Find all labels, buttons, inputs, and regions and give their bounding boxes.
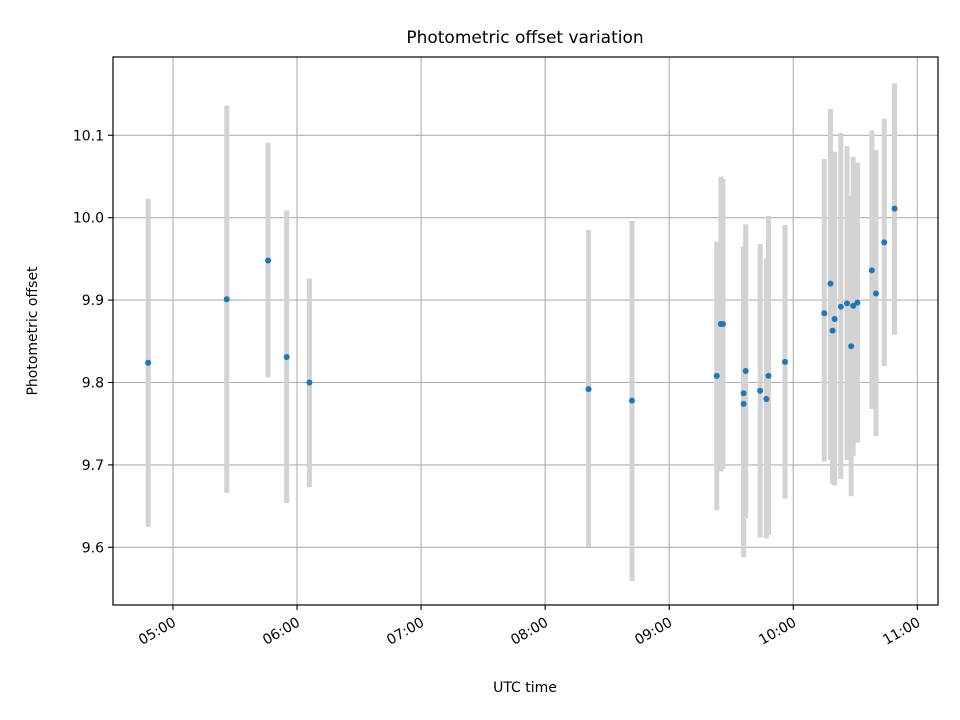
data-point bbox=[848, 343, 855, 350]
x-axis-ticks: 05:00 06:00 07:00 08:00 09:00 10:00 11:00 bbox=[136, 605, 923, 649]
data-point bbox=[585, 386, 592, 393]
data-point bbox=[740, 400, 747, 407]
data-point bbox=[829, 327, 836, 334]
y-tick-label: 9.9 bbox=[82, 293, 104, 309]
data-point bbox=[283, 353, 290, 360]
data-point bbox=[821, 310, 828, 317]
data-point bbox=[265, 257, 272, 264]
data-point bbox=[713, 372, 720, 379]
x-tick-label: 08:00 bbox=[508, 615, 551, 649]
y-tick-label: 10.0 bbox=[73, 211, 104, 227]
data-point bbox=[872, 290, 879, 297]
data-point bbox=[306, 379, 313, 386]
data-points bbox=[145, 205, 898, 407]
data-point bbox=[854, 299, 861, 306]
data-point bbox=[223, 296, 230, 303]
y-tick-label: 9.6 bbox=[82, 540, 104, 556]
x-tick-label: 10:00 bbox=[756, 615, 799, 649]
x-tick-label: 11:00 bbox=[880, 615, 923, 649]
x-tick-label: 06:00 bbox=[260, 615, 303, 649]
plot-frame bbox=[112, 56, 939, 606]
data-point bbox=[868, 267, 875, 274]
data-point bbox=[891, 205, 898, 212]
data-point bbox=[850, 302, 857, 309]
y-tick-label: 9.8 bbox=[82, 376, 104, 392]
x-tick-label: 05:00 bbox=[136, 615, 179, 649]
x-tick-label: 07:00 bbox=[384, 615, 427, 649]
y-axis-ticks: 9.6 9.7 9.8 9.9 10.0 10.1 bbox=[73, 128, 113, 556]
data-point bbox=[837, 303, 844, 310]
data-point bbox=[757, 387, 764, 394]
y-tick-label: 10.1 bbox=[73, 128, 104, 144]
grid-lines bbox=[113, 57, 938, 605]
x-axis-label: UTC time bbox=[493, 680, 557, 696]
data-point bbox=[781, 358, 788, 365]
chart-title: Photometric offset variation bbox=[406, 28, 643, 48]
data-point bbox=[628, 397, 635, 404]
data-point bbox=[740, 390, 747, 397]
data-point bbox=[719, 320, 726, 327]
data-point bbox=[844, 300, 851, 307]
error-bars bbox=[145, 83, 898, 582]
y-tick-label: 9.7 bbox=[82, 458, 104, 474]
x-tick-label: 09:00 bbox=[632, 615, 675, 649]
data-point bbox=[765, 372, 772, 379]
y-axis-label: Photometric offset bbox=[25, 266, 41, 396]
data-point bbox=[827, 280, 834, 287]
data-point bbox=[763, 395, 770, 402]
data-point bbox=[881, 239, 888, 246]
data-point bbox=[742, 367, 749, 374]
data-point bbox=[831, 316, 838, 323]
data-point bbox=[145, 359, 152, 366]
